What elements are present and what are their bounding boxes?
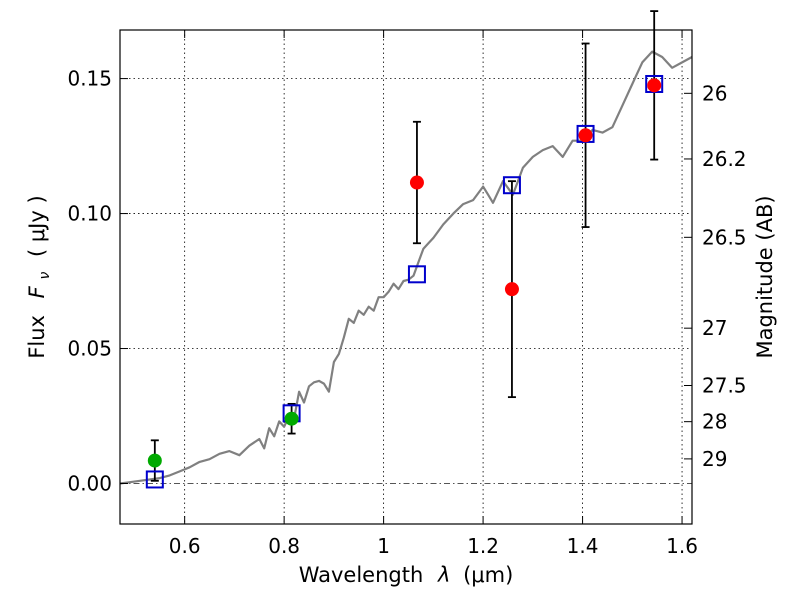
plot-frame xyxy=(119,29,693,525)
y-tick-label: 0.05 xyxy=(67,337,112,361)
y2-tick-label: 29 xyxy=(702,447,727,471)
green-data-point xyxy=(147,453,162,468)
green-data-point xyxy=(284,411,299,426)
red-data-point xyxy=(647,78,662,93)
x-tick-label: 1.2 xyxy=(467,534,499,558)
x-tick-label: 1.6 xyxy=(666,534,698,558)
red-data-point xyxy=(504,282,519,297)
x-tick-label: 0.6 xyxy=(169,534,201,558)
x-axis-title: Wavelength λ (μm) xyxy=(299,563,514,587)
y2-tick-label: 27.5 xyxy=(702,373,747,397)
x-axis-title-symbol: λ xyxy=(437,563,450,587)
axis-ticks xyxy=(120,30,692,524)
red-data-point xyxy=(578,128,593,143)
y-axis-title-symbol: F xyxy=(25,285,49,298)
model-band-square xyxy=(502,176,521,195)
model-band-square xyxy=(407,265,426,284)
model-spectrum-line xyxy=(119,50,693,485)
model-band-square xyxy=(145,470,164,489)
x-axis-title-unit: (μm) xyxy=(463,563,513,587)
y-axis-title-unit: ( μJy ) xyxy=(25,195,49,257)
y-tick-label: 0.00 xyxy=(67,472,112,496)
y-axis-title-subscript: ν xyxy=(37,272,53,280)
model-spectrum-group xyxy=(119,50,693,485)
y-axis-title-text: Flux xyxy=(25,315,49,359)
red-data-point xyxy=(409,175,424,190)
x-axis-title-text: Wavelength xyxy=(299,563,424,587)
x-tick-label: 0.8 xyxy=(268,534,300,558)
y-tick-label: 0.15 xyxy=(67,67,112,91)
y2-tick-label: 26 xyxy=(702,81,727,105)
x-tick-label: 1 xyxy=(377,534,390,558)
y2-tick-label: 26.2 xyxy=(702,147,747,171)
y-axis-title: Flux F ν ( μJy ) xyxy=(25,195,54,358)
data-markers xyxy=(145,74,664,489)
y-tick-label: 0.10 xyxy=(67,202,112,226)
x-tick-label: 1.4 xyxy=(567,534,599,558)
y2-tick-label: 27 xyxy=(702,316,727,340)
tick-labels: 0.6 0.8 1 1.2 1.4 1.6 0.00 0.05 0.10 0.15 26 26.2 26… xyxy=(67,67,746,558)
y2-axis-title: Magnitude (AB) xyxy=(753,195,777,358)
y2-tick-label: 26.5 xyxy=(702,225,747,249)
y2-tick-label: 28 xyxy=(702,410,727,434)
